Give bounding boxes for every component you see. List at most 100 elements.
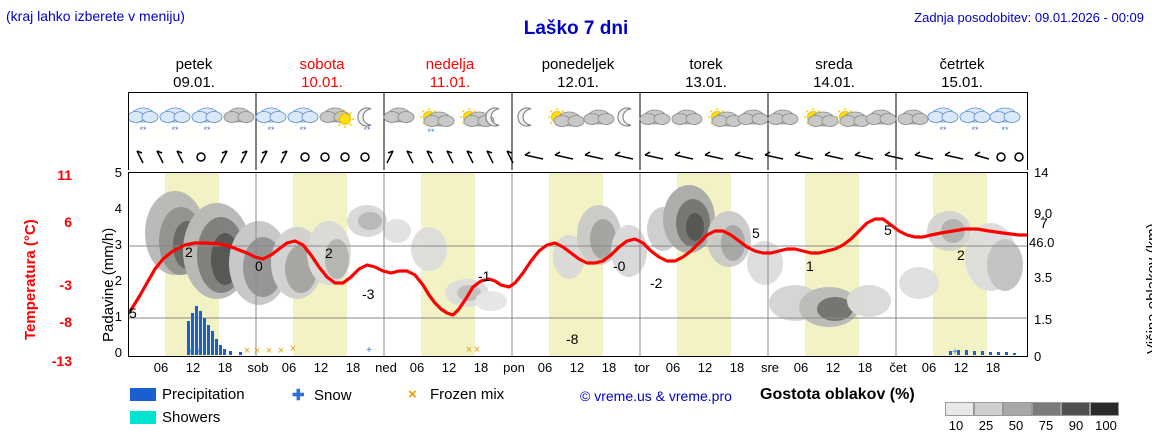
right-axis-title: Višina oblakov (km) (1144, 223, 1152, 354)
hour-tick-5: 12 (313, 360, 329, 375)
hour-tick-4: 06 (281, 360, 297, 375)
day-header-2: nedelja 11.01. (386, 56, 514, 92)
day-name: sobota (299, 56, 345, 73)
hour-tick-7: ned (375, 360, 397, 375)
temp-label-9: 1 (806, 258, 814, 274)
temp-tick-11: 11 (57, 167, 72, 183)
day-name: torek (689, 56, 723, 73)
legend-snow: ✚ Snow (292, 386, 352, 404)
credit-link[interactable]: © vreme.us & vreme.pro (580, 388, 732, 404)
hour-tick-18: 18 (729, 360, 745, 375)
y2tick-35: 3.5 (1034, 270, 1053, 285)
legend-frozen-mix-label: Frozen mix (430, 386, 505, 403)
weather-icon-band: ** (128, 92, 1028, 170)
y2tick-9: 9.0 (1034, 206, 1053, 221)
hour-tick-8: 06 (409, 360, 425, 375)
legend-showers: Showers (130, 409, 220, 426)
svg-text:×: × (290, 343, 296, 355)
day-date: 11.01. (429, 74, 471, 91)
svg-text:×: × (278, 345, 284, 356)
hour-tick-11: pon (503, 360, 525, 375)
hour-tick-9: 12 (441, 360, 457, 375)
hour-tick-23: čet (889, 360, 907, 375)
hour-tick-21: 12 (825, 360, 841, 375)
right-axis-title-wrap: Višina oblakov (km) (1130, 176, 1152, 356)
day-date: 10.01. (301, 74, 343, 91)
density-tick-10: 10 (948, 418, 964, 433)
temp-label-3: -3 (362, 286, 375, 302)
legend-precipitation: Precipitation (130, 386, 245, 403)
hour-tick-15: tor (634, 360, 650, 375)
hour-tick-26: 18 (985, 360, 1001, 375)
day-name: ponedeljek (541, 56, 615, 73)
temp-label-5: -8 (566, 331, 579, 347)
density-tick-100: 100 (1095, 418, 1117, 433)
density-tick-90: 90 (1068, 418, 1084, 433)
svg-text:+: + (188, 347, 194, 356)
hour-tick-24: 06 (921, 360, 937, 375)
showers-swatch (130, 411, 156, 424)
temp-tick-minus13: -13 (51, 353, 72, 369)
cloud-density-scale (945, 402, 1119, 421)
svg-text:+: + (952, 347, 958, 356)
day-date: 12.01. (557, 74, 599, 91)
hour-tick-12: 06 (537, 360, 553, 375)
cloud-density-title: Gostota oblakov (%) (760, 386, 915, 403)
day-date: 13.01. (685, 74, 727, 91)
precipitation-swatch (130, 388, 156, 401)
ytick-2: 2 (114, 273, 122, 288)
hour-tick-6: 18 (345, 360, 361, 375)
hour-tick-16: 06 (665, 360, 681, 375)
density-cell-50 (1003, 402, 1032, 416)
density-tick-50: 50 (1008, 418, 1024, 433)
temp-label-11: 2 (957, 247, 965, 263)
day-header-3: ponedeljek 12.01. (514, 56, 642, 92)
temp-tick-minus8: -8 (59, 314, 72, 330)
temp-axis-title-wrap: Temperatura (°C) (6, 190, 39, 340)
density-tick-75: 75 (1038, 418, 1054, 433)
svg-text:×: × (266, 345, 272, 356)
hour-tick-19: sre (760, 360, 780, 375)
hour-tick-2: 18 (217, 360, 233, 375)
last-updated: Zadnja posodobitev: 09.01.2026 - 00:09 (914, 10, 1144, 25)
density-cell-25 (974, 402, 1003, 416)
day-header-1: sobota 10.01. (258, 56, 386, 92)
y2tick-0: 0 (1034, 349, 1042, 364)
day-date: 09.01. (173, 74, 215, 91)
temp-label-12: 7 (1040, 215, 1048, 231)
density-cell-100 (1090, 402, 1119, 416)
day-name: četrtek (939, 56, 985, 73)
hour-tick-25: 12 (953, 360, 969, 375)
day-header-0: petek 09.01. (130, 56, 258, 92)
day-date: 14.01. (813, 74, 855, 91)
forecast-plot: + + + + × × × × × × × (128, 172, 1028, 357)
ytick-3: 3 (114, 237, 122, 252)
y2tick-15: 1.5 (1034, 312, 1053, 327)
hour-tick-20: 06 (793, 360, 809, 375)
svg-text:×: × (466, 344, 472, 356)
ytick-0: 0 (114, 345, 122, 360)
svg-text:×: × (474, 344, 480, 356)
density-cell-75 (1032, 402, 1061, 416)
snow-icon: ✚ (292, 387, 305, 404)
temp-label-8: 5 (752, 225, 760, 241)
ytick-5: 5 (114, 165, 122, 180)
hour-tick-10: 18 (473, 360, 489, 375)
svg-text:+: + (196, 347, 202, 356)
temp-label-13: 5 (129, 305, 137, 321)
svg-text:×: × (244, 345, 250, 356)
day-header-4: torek 13.01. (642, 56, 770, 92)
density-cell-10 (945, 402, 974, 416)
day-date: 15.01. (941, 74, 983, 91)
svg-text:×: × (254, 345, 260, 356)
density-tick-25: 25 (978, 418, 994, 433)
hour-tick-0: 06 (153, 360, 169, 375)
hour-tick-13: 12 (569, 360, 585, 375)
day-header-5: sreda 14.01. (770, 56, 898, 92)
day-header-6: četrtek 15.01. (898, 56, 1026, 92)
temp-label-4: -1 (478, 268, 491, 284)
temp-label-10: 5 (884, 222, 892, 238)
hour-tick-17: 12 (697, 360, 713, 375)
day-name: sreda (815, 56, 853, 73)
location-menu-note[interactable]: (kraj lahko izberete v meniju) (6, 8, 185, 24)
